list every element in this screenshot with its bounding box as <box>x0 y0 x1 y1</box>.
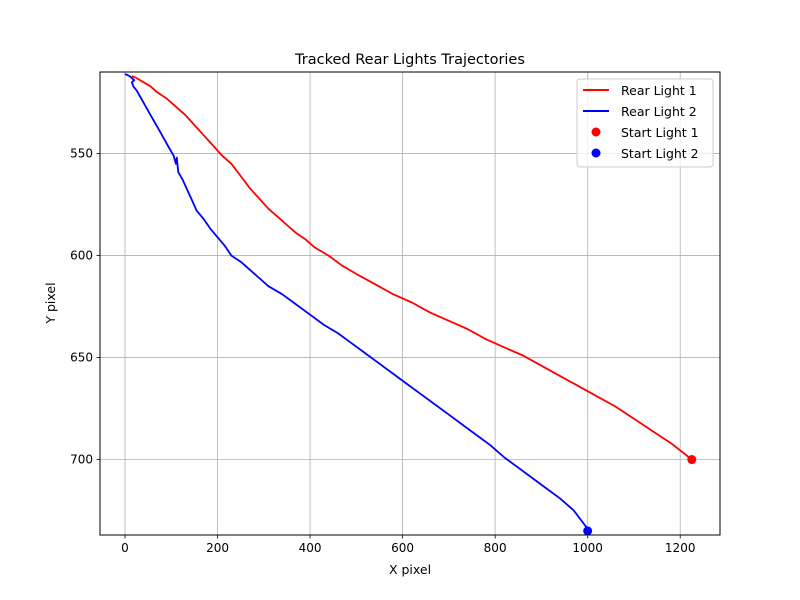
legend-swatch-start-light-1 <box>591 127 601 137</box>
x-tick-label: 800 <box>484 541 507 555</box>
y-axis-label: Y pixel <box>43 282 58 324</box>
legend: Rear Light 1 Rear Light 2 Start Light 1 … <box>576 78 714 168</box>
x-axis-label: X pixel <box>389 562 431 577</box>
y-tick-label: 650 <box>70 351 93 365</box>
legend-label-rear-light-1: Rear Light 1 <box>621 83 697 98</box>
x-tick-label: 200 <box>206 541 229 555</box>
series-line-rear-light-1 <box>131 75 693 461</box>
legend-label-start-light-2: Start Light 2 <box>621 146 699 161</box>
legend-label-rear-light-2: Rear Light 2 <box>621 104 697 119</box>
x-tick-label: 1200 <box>665 541 696 555</box>
x-tick-label: 600 <box>391 541 414 555</box>
series-point-start-light-1 <box>687 455 697 465</box>
axes-frame <box>99 71 721 536</box>
x-tick-label: 0 <box>121 541 129 555</box>
plot-points <box>583 455 697 536</box>
y-axis-ticks: 550 600 650 700 <box>70 147 100 467</box>
legend-swatch-start-light-2 <box>591 148 601 158</box>
x-tick-label: 400 <box>299 541 322 555</box>
y-tick-label: 550 <box>70 147 93 161</box>
plot-lines <box>124 73 693 530</box>
legend-label-start-light-1: Start Light 1 <box>621 125 699 140</box>
series-line-rear-light-2 <box>124 73 589 530</box>
x-axis-ticks: 0 200 400 600 800 1000 1200 <box>121 535 695 555</box>
chart-title: Tracked Rear Lights Trajectories <box>294 52 525 68</box>
x-tick-label: 1000 <box>572 541 603 555</box>
y-tick-label: 700 <box>70 453 93 467</box>
legend-box <box>576 78 714 168</box>
series-point-start-light-2 <box>583 526 593 536</box>
grid <box>100 72 720 535</box>
y-tick-label: 600 <box>70 249 93 263</box>
